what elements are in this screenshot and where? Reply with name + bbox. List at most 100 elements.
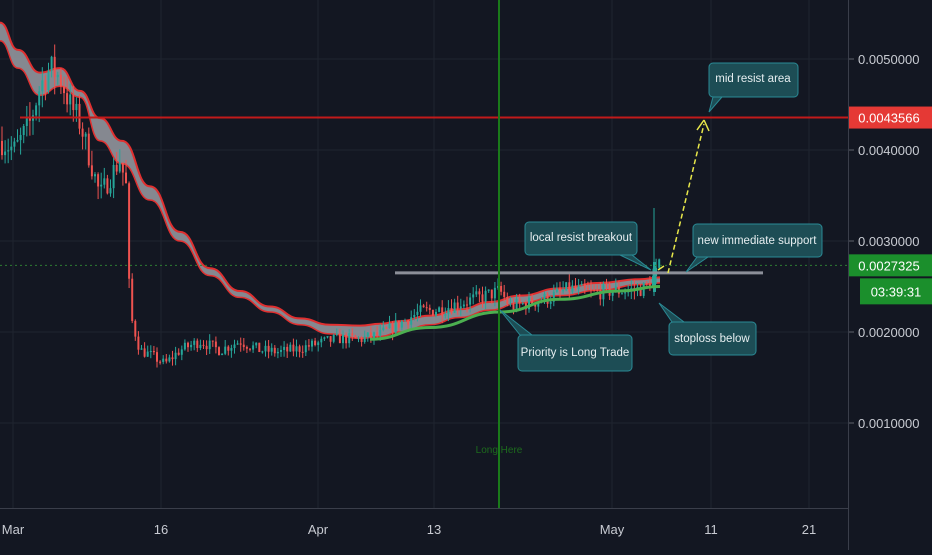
candle-body — [441, 307, 444, 316]
candle-body — [81, 128, 84, 137]
candle-body — [56, 74, 59, 78]
candle-body — [472, 294, 475, 298]
immediate-support-callout[interactable]: new immediate support — [685, 223, 823, 273]
candle-body — [214, 341, 217, 348]
candle-body — [444, 314, 447, 316]
candle-body — [143, 348, 146, 357]
candle-body — [611, 291, 614, 296]
candle-body — [193, 340, 196, 345]
candle-body — [314, 340, 317, 346]
candle-body — [382, 327, 385, 331]
candle-body — [25, 117, 28, 126]
last-price-text: 0.0027325 — [858, 258, 919, 273]
candle-body — [590, 289, 592, 291]
long-trade-callout[interactable]: Priority is Long Trade — [499, 309, 633, 372]
candle-body — [388, 323, 391, 329]
price-axis[interactable]: 0.0050000 0.0040000 0.0030000 0.0020000 0.00… — [849, 52, 919, 431]
candle-body — [177, 352, 180, 355]
candle-body — [28, 117, 31, 121]
candle-body — [264, 345, 267, 352]
candle-body — [404, 320, 406, 322]
candle-body — [397, 320, 400, 328]
candle-body — [273, 347, 276, 354]
candle-body — [338, 333, 341, 344]
price-tick-label: 0.0030000 — [858, 234, 919, 249]
candle-body — [187, 342, 189, 348]
candle-body — [323, 337, 326, 339]
candle-body — [295, 346, 298, 352]
candle-body — [292, 344, 295, 352]
candle-body — [280, 349, 282, 352]
candle-body — [329, 336, 332, 342]
candle-body — [335, 333, 338, 335]
candle-body — [354, 335, 357, 338]
candle-body — [348, 333, 351, 344]
candle-body — [487, 289, 490, 291]
candle-body — [134, 320, 137, 337]
candle-body — [422, 305, 425, 308]
candle-body — [289, 344, 292, 352]
candle-body — [658, 259, 661, 268]
candle-body — [218, 347, 220, 356]
time-axis[interactable]: Mar 16 Apr 13 May 11 21 — [2, 522, 816, 537]
candle-body — [140, 348, 143, 350]
mid-resist-callout[interactable]: mid resist area — [708, 62, 799, 113]
candle-body — [512, 303, 515, 310]
candle-body — [245, 346, 248, 349]
candle-body — [583, 283, 586, 289]
horizontal-lines — [20, 116, 848, 275]
candle-body — [559, 288, 561, 291]
candle-body — [577, 285, 580, 290]
local-resist-callout[interactable]: local resist breakout — [524, 221, 652, 271]
candle-body — [112, 164, 115, 189]
candle-body — [78, 103, 81, 129]
immediate-support-text: new immediate support — [698, 235, 818, 247]
candle-body — [416, 311, 419, 315]
candle-body — [500, 285, 503, 292]
candle-body — [332, 334, 335, 342]
candle-body — [41, 80, 44, 92]
candle-body — [459, 306, 462, 309]
candle-body — [208, 340, 211, 350]
candle-body — [242, 344, 245, 347]
candle-body — [252, 345, 255, 350]
candle-body — [50, 56, 53, 71]
candle-body — [211, 340, 214, 342]
candle-body — [360, 337, 363, 342]
candle-body — [72, 94, 75, 111]
candle-body — [199, 344, 202, 349]
candle-body — [103, 178, 106, 185]
candle-body — [326, 336, 329, 338]
candle-body — [599, 290, 602, 300]
candle-body — [531, 297, 534, 305]
candle-body — [555, 288, 558, 292]
last-price-tag: 0.0027325 03:39:31 — [849, 254, 932, 305]
candle-body — [227, 346, 230, 351]
candle-body — [549, 301, 552, 304]
candle-body — [490, 289, 493, 299]
candle-body — [447, 307, 450, 315]
stoploss-callout[interactable]: stoploss below — [658, 302, 757, 356]
candle-body — [236, 343, 239, 345]
candle-body — [419, 305, 422, 312]
candle-body — [109, 188, 112, 194]
candle-body — [320, 338, 323, 343]
candle-body — [165, 358, 168, 362]
candle-body — [152, 350, 155, 353]
candles — [1, 44, 661, 368]
candle-body — [345, 334, 348, 344]
candle-body — [571, 285, 574, 292]
candle-body — [10, 146, 13, 151]
long-here-label: Long Here — [476, 445, 523, 456]
candle-body — [379, 330, 382, 336]
support-arrow — [657, 265, 665, 271]
time-tick-label: Apr — [308, 522, 329, 537]
candle-body — [283, 346, 286, 350]
candle-body — [190, 344, 193, 348]
candle-body — [221, 353, 224, 356]
candle-body — [509, 303, 512, 305]
candle-body — [435, 311, 437, 316]
candle-body — [137, 336, 140, 350]
